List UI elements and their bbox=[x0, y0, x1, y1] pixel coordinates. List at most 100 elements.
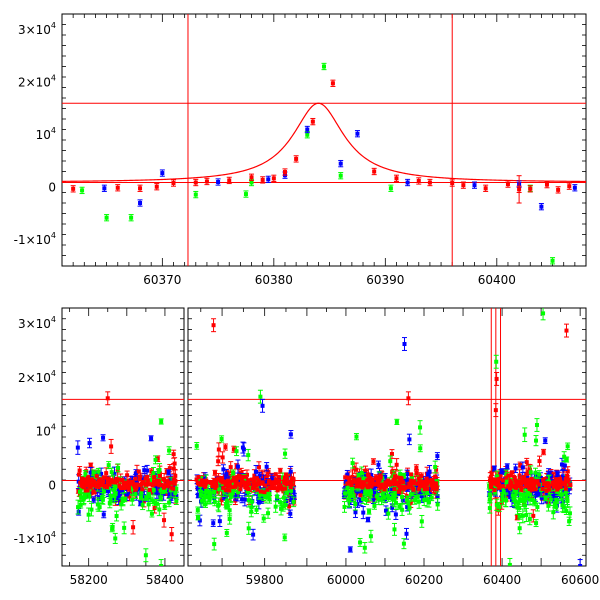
bottom-series2-point-1-94 bbox=[242, 476, 247, 481]
bottom-series1-point-0-47 bbox=[101, 512, 106, 517]
bottom-series2-point-1-59 bbox=[203, 502, 208, 507]
bottom-series1-point-2-12 bbox=[393, 512, 398, 517]
bottom-series0-point-3-43 bbox=[498, 473, 503, 478]
bottom-series0-point-3-93 bbox=[531, 513, 536, 518]
bottom-series1-point-1-75 bbox=[257, 473, 262, 478]
bottom-series2-point-1-91 bbox=[283, 451, 288, 456]
bottom-series2-point-0-69 bbox=[174, 486, 179, 491]
bottom-series2-point-1-15 bbox=[230, 491, 235, 496]
bottom-series2-point-1-5 bbox=[282, 535, 287, 540]
bottom-series2-point-0-47 bbox=[86, 512, 91, 517]
bottom-series1-point-3-77 bbox=[505, 464, 510, 469]
bottom-series1-point-1-52 bbox=[263, 485, 268, 490]
bottom-series2-point-2-86 bbox=[391, 494, 396, 499]
bottom-series2-point-1-11 bbox=[246, 498, 251, 503]
top-y-tick-exponent-4: 4 bbox=[51, 21, 56, 30]
bottom-series0-point-0-26 bbox=[149, 469, 154, 474]
bottom-series1-point-2-53 bbox=[435, 494, 440, 499]
bottom-series1-point-2-91 bbox=[371, 497, 376, 502]
bottom-series1-point-3-16 bbox=[567, 486, 572, 491]
bottom-series0-point-2-71 bbox=[391, 471, 396, 476]
bottom-series2-point-1-68 bbox=[281, 495, 286, 500]
bottom-series2-point-3-20 bbox=[548, 497, 553, 502]
top-series0-point-9 bbox=[388, 186, 393, 191]
bottom-series0-point-3-37 bbox=[541, 450, 546, 455]
top-model-curve bbox=[61, 102, 587, 183]
bottom-series2-point-0-8 bbox=[119, 502, 124, 507]
bottom-series2-point-0-2 bbox=[96, 469, 101, 474]
bottom-series0-point-2-47 bbox=[414, 471, 419, 476]
bottom-series2-point-0-45 bbox=[113, 536, 118, 541]
bottom-series2-point-0-76 bbox=[139, 495, 144, 500]
bottom-series2-point-3-0 bbox=[527, 497, 532, 502]
bottom-series1-point-3-5 bbox=[520, 465, 525, 470]
bottom-series0-point-0-61 bbox=[84, 469, 89, 474]
bottom-series2-point-2-75 bbox=[354, 434, 359, 439]
top-y-tick-label-0: -1×104 bbox=[14, 231, 56, 247]
top-series0-point-8 bbox=[338, 173, 343, 178]
bottom-series2-point-0-4 bbox=[159, 419, 164, 424]
top-y-tick-base-0: -1×10 bbox=[14, 233, 51, 247]
bottom-series2-point-1-37 bbox=[198, 492, 203, 497]
bottom-series2-point-2-56 bbox=[386, 511, 391, 516]
top-plot-frame bbox=[61, 13, 587, 267]
bottom-series2-point-2-54 bbox=[350, 486, 355, 491]
bottom-y-tick-exponent-2: 4 bbox=[51, 423, 56, 432]
top-series1-point-3 bbox=[216, 180, 221, 184]
bottom-series2-point-0-48 bbox=[91, 470, 96, 475]
bottom-series1-point-3-36 bbox=[513, 466, 518, 471]
bottom-series2-point-0-79 bbox=[157, 507, 162, 512]
bottom-series1-point-2-85 bbox=[351, 482, 356, 487]
bottom-series2-point-0-43 bbox=[86, 490, 91, 495]
bottom-series2-point-2-40 bbox=[365, 490, 370, 495]
bottom-x-tick-label-2-0: 60000 bbox=[327, 573, 365, 587]
bottom-series1-point-1-80 bbox=[240, 445, 245, 450]
bottom-series2-point-0-26 bbox=[130, 497, 135, 502]
bottom-series2-point-2-69 bbox=[409, 475, 414, 480]
bottom-series1-point-3-93 bbox=[516, 492, 521, 497]
bottom-series1-point-2-71 bbox=[375, 492, 380, 497]
bottom-series2-point-2-61 bbox=[362, 545, 367, 550]
bottom-series2-point-0-70 bbox=[122, 525, 127, 530]
bottom-series2-point-2-42 bbox=[386, 496, 391, 501]
bottom-series2-point-1-79 bbox=[249, 499, 254, 504]
bottom-series2-point-0-16 bbox=[89, 507, 94, 512]
bottom-series1-point-0-76 bbox=[124, 492, 129, 497]
bottom-series1-point-0-9 bbox=[75, 445, 80, 450]
bottom-series2-point-2-65 bbox=[376, 496, 381, 501]
bottom-y-tick-base-3: 2×10 bbox=[18, 371, 51, 385]
bottom-series2-point-2-72 bbox=[347, 498, 352, 503]
top-x-tick-label-3: 60400 bbox=[478, 273, 516, 287]
bottom-series2-point-1-63 bbox=[195, 515, 200, 520]
bottom-series1-point-2-48 bbox=[405, 477, 410, 482]
bottom-series1-point-0-37 bbox=[134, 480, 139, 485]
bottom-series2-point-0-55 bbox=[149, 511, 154, 516]
bottom-series2-point-2-73 bbox=[425, 491, 430, 496]
bottom-series0-point-1-74 bbox=[220, 455, 225, 460]
bottom-series2-point-0-53 bbox=[146, 493, 151, 498]
bottom-series1-point-0-50 bbox=[141, 477, 146, 482]
bottom-series2-point-2-52 bbox=[401, 473, 406, 478]
top-series2-point-9 bbox=[260, 177, 265, 182]
bottom-series1-point-3-80 bbox=[562, 463, 567, 468]
bottom-series1-point-3-40 bbox=[504, 490, 509, 495]
bottom-series1-point-0-86 bbox=[145, 468, 150, 473]
bottom-series2-point-2-38 bbox=[400, 507, 405, 512]
bottom-series0-point-1-57 bbox=[287, 504, 292, 509]
bottom-series0-point-0-10 bbox=[171, 452, 176, 457]
bottom-series2-point-0-30 bbox=[140, 502, 145, 507]
bottom-series0-point-1-11 bbox=[256, 465, 261, 470]
bottom-series2-point-1-28 bbox=[216, 502, 221, 507]
bottom-series0-point-1-68 bbox=[212, 470, 217, 475]
bottom-series1-point-1-31 bbox=[288, 469, 293, 474]
bottom-series0-point-2-51 bbox=[350, 474, 355, 479]
bottom-series2-point-2-71 bbox=[361, 476, 366, 481]
bottom-series1-point-0-32 bbox=[112, 472, 117, 477]
bottom-series2-point-2-87 bbox=[419, 519, 424, 524]
bottom-series2-point-2-76 bbox=[426, 500, 431, 505]
bottom-series2-point-2-32 bbox=[388, 459, 393, 464]
bottom-series0-point-2-70 bbox=[354, 491, 359, 496]
bottom-series2-point-3-42 bbox=[518, 492, 523, 497]
top-series0-point-4 bbox=[243, 192, 248, 197]
bottom-series1-point-0-46 bbox=[91, 497, 96, 502]
